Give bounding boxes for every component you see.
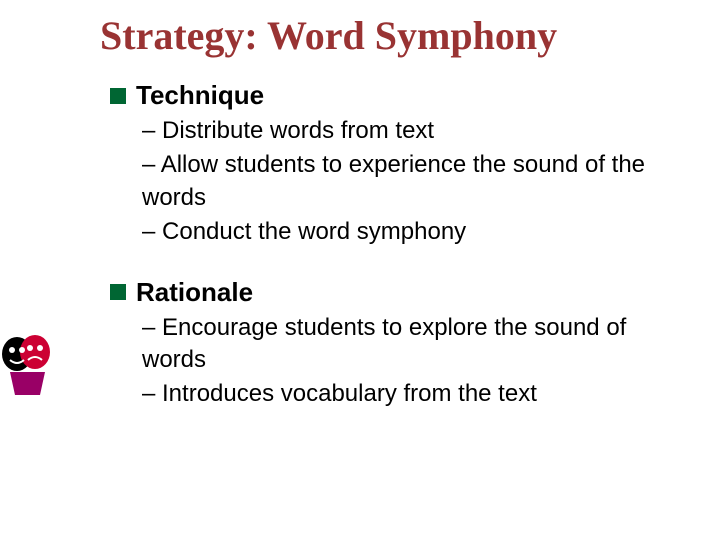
list-item: – Conduct the word symphony xyxy=(142,216,690,248)
item-text: Distribute words from text xyxy=(162,117,434,144)
item-text: Conduct the word symphony xyxy=(162,218,466,245)
item-text: Allow students to experience the sound o… xyxy=(142,151,645,210)
sub-list: – Distribute words from text – Allow stu… xyxy=(142,115,690,249)
bullet-icon xyxy=(110,88,126,104)
slide-content: Technique – Distribute words from text –… xyxy=(110,80,690,439)
sub-list: – Encourage students to explore the soun… xyxy=(142,312,690,411)
section-title: Rationale xyxy=(136,277,253,308)
section-title: Technique xyxy=(136,80,264,111)
list-item: – Introduces vocabulary from the text xyxy=(142,378,690,410)
item-text: Introduces vocabulary from the text xyxy=(162,380,537,407)
list-item: – Encourage students to explore the soun… xyxy=(142,312,690,377)
section-header: Technique xyxy=(110,80,690,111)
list-item: – Distribute words from text xyxy=(142,115,690,147)
item-text: Encourage students to explore the sound … xyxy=(142,314,626,373)
theater-masks-icon xyxy=(0,330,55,400)
list-item: – Allow students to experience the sound… xyxy=(142,149,690,214)
slide-title: Strategy: Word Symphony xyxy=(100,12,557,59)
section-header: Rationale xyxy=(110,277,690,308)
bullet-icon xyxy=(110,284,126,300)
